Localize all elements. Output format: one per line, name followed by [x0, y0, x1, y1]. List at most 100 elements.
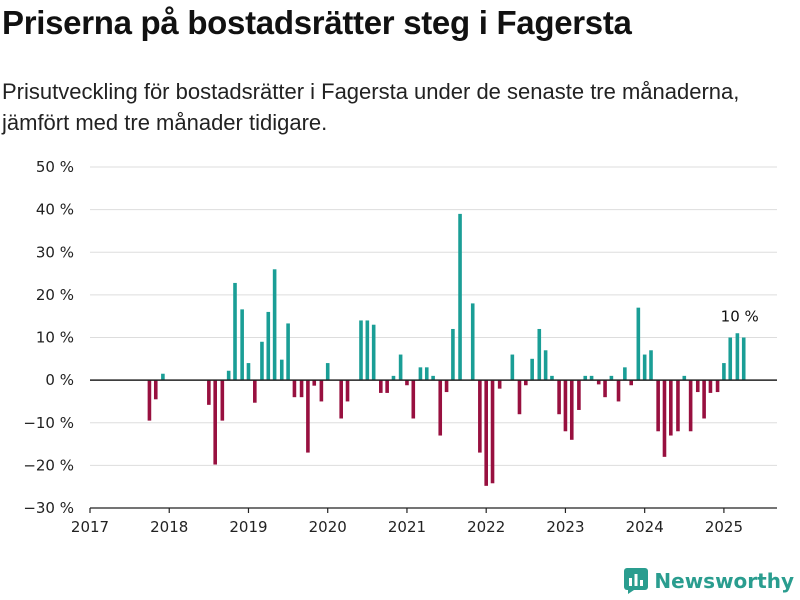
bars: [147, 213, 746, 486]
bar: [233, 282, 237, 381]
bar: [266, 311, 271, 381]
bar: [563, 380, 568, 432]
bar: [292, 380, 297, 398]
axes: [89, 379, 777, 513]
bar: [260, 341, 264, 381]
bar: [722, 363, 726, 381]
y-tick-label: −30 %: [23, 499, 74, 517]
bar: [557, 380, 561, 415]
bar: [272, 269, 277, 381]
bar: [530, 358, 534, 381]
bar: [279, 359, 284, 381]
bar: [319, 380, 324, 402]
bar: [490, 380, 495, 484]
bar: [325, 363, 330, 381]
x-tick-label: 2024: [626, 518, 664, 536]
bar: [220, 380, 225, 421]
bar: [669, 380, 673, 436]
bar: [715, 380, 720, 393]
bar: [339, 380, 343, 419]
bar: [676, 380, 680, 432]
bar: [577, 380, 581, 410]
bar: [741, 337, 746, 381]
newsworthy-logo-icon: [624, 568, 649, 594]
bar: [702, 380, 706, 419]
bar: [424, 367, 429, 381]
latest-value-annotation: 10 %: [721, 308, 759, 326]
x-tick-label: 2019: [229, 518, 267, 536]
bar: [688, 380, 693, 432]
x-tick-label: 2020: [309, 518, 347, 536]
bar: [405, 380, 409, 386]
bar: [616, 380, 621, 402]
bar: [642, 354, 647, 381]
chart-subtitle: Prisutveckling för bostadsrätter i Fager…: [2, 79, 740, 135]
bar: [583, 375, 588, 381]
bar: [682, 375, 687, 381]
bar: [649, 350, 653, 381]
bar: [550, 375, 554, 381]
bar: [589, 375, 594, 381]
bar: [629, 380, 634, 386]
y-tick-label: 20 %: [36, 286, 74, 304]
bar: [510, 354, 515, 381]
x-tick-label: 2022: [467, 518, 505, 536]
bar: [312, 380, 317, 386]
bar: [438, 380, 443, 436]
grid-lines: [90, 166, 777, 509]
bar: [385, 380, 389, 393]
y-tick-label: 40 %: [36, 201, 74, 219]
y-tick-label: 0 %: [45, 371, 74, 389]
newsworthy-brand: Newsworthy: [624, 568, 794, 594]
bar: [345, 380, 350, 402]
y-tick-label: −10 %: [23, 414, 74, 432]
y-tick-label: 10 %: [36, 329, 74, 347]
bar: [609, 375, 614, 381]
bar: [524, 380, 528, 386]
bar: [153, 380, 158, 400]
bar: [371, 324, 376, 381]
bar: [411, 380, 416, 419]
bar: [569, 380, 574, 440]
bar: [365, 320, 370, 381]
y-tick-label: 50 %: [36, 158, 74, 176]
bar: [728, 337, 733, 381]
bar: [708, 380, 713, 393]
bar: [458, 213, 462, 381]
x-tick-label: 2025: [705, 518, 743, 536]
bar: [253, 380, 257, 403]
x-tick-label: 2021: [388, 518, 426, 536]
bar: [603, 380, 607, 398]
bar: [596, 380, 601, 385]
brand-name: Newsworthy: [654, 569, 794, 593]
bar: [226, 370, 231, 381]
bar: [478, 380, 482, 453]
bar: [537, 328, 542, 381]
bar: [431, 375, 435, 381]
bar: [444, 380, 449, 393]
bar: [636, 307, 641, 381]
bar: [147, 380, 152, 421]
x-tick-label: 2018: [150, 518, 188, 536]
bar: [379, 380, 383, 393]
bar: [418, 367, 423, 381]
bar: [246, 363, 251, 381]
bar: [735, 333, 740, 381]
bar: [470, 303, 475, 381]
bar: [695, 380, 700, 393]
bar: [240, 309, 244, 381]
bar: [656, 380, 660, 432]
bar: [207, 380, 211, 405]
bar: [299, 380, 304, 398]
bar: [213, 380, 217, 465]
tick-labels: −30 % −20 % −10 % 0 % 10 % 20 % 30 % 40 % 50 % 20…: [23, 158, 758, 536]
bar: [451, 328, 455, 381]
chart-title: Priserna på bostadsrätter steg i Fagerst…: [2, 4, 632, 41]
bar: [286, 323, 290, 381]
bar: [161, 373, 165, 381]
bar: [398, 354, 403, 381]
bar: [543, 350, 548, 381]
bar: [359, 320, 363, 381]
bar: [497, 380, 502, 389]
